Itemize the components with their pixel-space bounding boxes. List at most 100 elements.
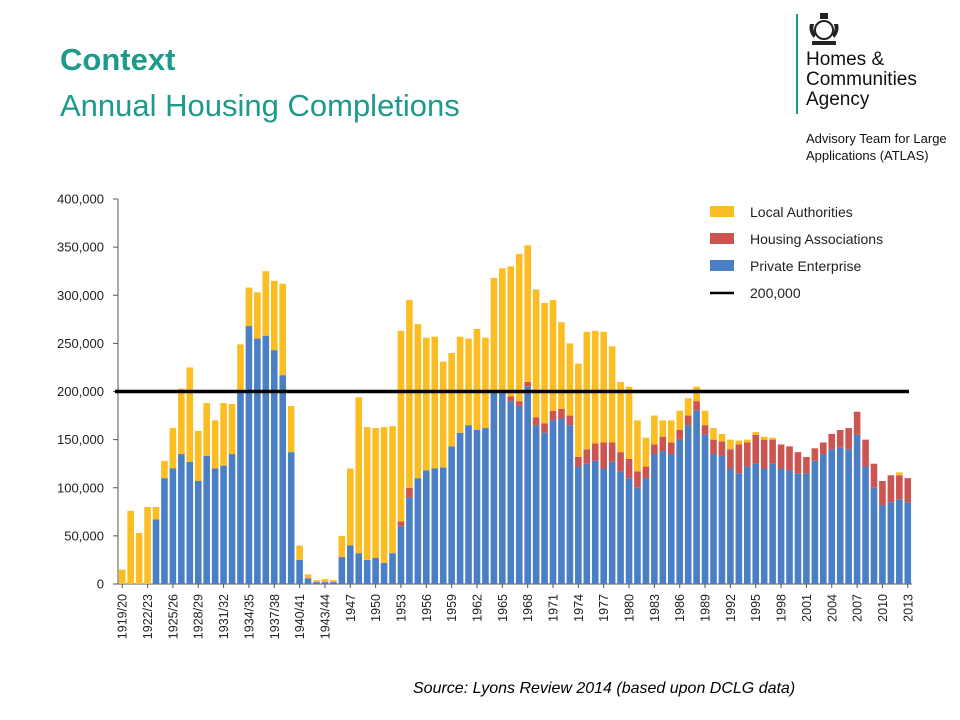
bar-segment (346, 545, 354, 584)
bar-segment (363, 559, 371, 584)
bar-segment (727, 449, 734, 469)
bar-segment (431, 468, 439, 584)
bar-segment (659, 420, 667, 437)
bar-segment (507, 396, 515, 402)
x-tick-label: 1980 (623, 594, 637, 622)
bar-segment (524, 386, 531, 584)
bar-segment (575, 363, 582, 457)
bar-segment (777, 468, 785, 584)
bar-segment (532, 425, 540, 584)
x-tick-label: 2010 (876, 594, 890, 622)
bar-segment (237, 392, 244, 584)
bar-segment (490, 277, 498, 392)
bar-segment (330, 582, 337, 584)
bar-segment (684, 398, 692, 416)
x-tick-label: 1983 (648, 594, 662, 622)
bar-segment (245, 326, 253, 584)
bar-segment (718, 433, 726, 442)
bar-segment (904, 502, 912, 584)
bar-segment (701, 410, 709, 426)
bar-segment (777, 444, 785, 469)
x-tick-label: 1974 (572, 594, 586, 622)
bar-segment (608, 346, 616, 443)
bar-segment (254, 292, 261, 339)
bar-segment (363, 427, 371, 560)
x-tick-label: 1925/26 (166, 594, 180, 639)
bar-segment (659, 451, 667, 584)
bar-segment (532, 417, 540, 426)
bar-segment (735, 440, 743, 445)
bar-segment (406, 497, 413, 585)
x-tick-label: 1934/35 (242, 594, 256, 639)
bar-segment (879, 505, 886, 584)
bar-segment (591, 460, 599, 584)
bar-segment (701, 434, 709, 584)
bar-segment (245, 287, 253, 327)
bar-segment (870, 487, 878, 584)
bar-segment (541, 423, 548, 433)
bar-segment (676, 410, 684, 430)
bar-segment (169, 428, 177, 469)
x-tick-label: 1968 (521, 594, 535, 622)
bar-segment (575, 456, 582, 467)
bar-segment (186, 461, 194, 584)
bar-segment (642, 437, 650, 467)
bar-segment (254, 338, 261, 584)
bar-segment (228, 454, 236, 584)
bar-segment (439, 361, 447, 468)
bar-segment (836, 447, 844, 584)
bar-segment (904, 478, 912, 503)
x-tick-label: 2001 (800, 594, 814, 622)
bar-segment (194, 481, 202, 584)
bar-segment (152, 519, 160, 584)
bar-segment (549, 420, 557, 585)
x-tick-label: 1986 (673, 594, 687, 622)
bar-segment (752, 431, 760, 435)
bar-segment (194, 430, 202, 482)
bar-segment (186, 367, 194, 462)
bar-segment (583, 463, 591, 584)
bar-segment (845, 428, 852, 450)
bar-segment (414, 478, 422, 585)
bar-segment (211, 468, 219, 584)
bar-segment (338, 535, 346, 558)
x-tick-label: 1953 (394, 594, 408, 622)
bar-segment (389, 426, 396, 554)
bar-segment (735, 473, 743, 584)
x-tick-label: 1962 (470, 594, 484, 622)
x-tick-label: 1940/41 (293, 594, 307, 639)
bar-segment (769, 463, 776, 584)
bar-segment (684, 425, 692, 584)
bar-segment (178, 388, 185, 455)
bar-segment (566, 425, 574, 584)
bar-segment (439, 467, 447, 584)
x-tick-label: 1931/32 (217, 594, 231, 639)
bar-segment (203, 403, 210, 456)
bar-segment (752, 463, 760, 584)
bar-segment (879, 481, 886, 506)
bar-segment (693, 386, 700, 402)
bar-segment (651, 454, 658, 584)
bar-segment (287, 452, 295, 584)
bar-segment (828, 433, 836, 450)
logo-org-name: Homes & Communities Agency (806, 49, 917, 110)
bar-segment (549, 410, 557, 421)
y-tick-label: 150,000 (57, 432, 104, 447)
bar-segment (625, 478, 633, 585)
bar-segment (710, 439, 717, 455)
bar-segment (228, 404, 236, 455)
y-tick-label: 100,000 (57, 480, 104, 495)
x-tick-label: 1922/23 (141, 594, 155, 639)
bar-segment (524, 245, 531, 382)
bar-segment (372, 558, 379, 584)
bar-segment (482, 337, 489, 429)
bar-segment (820, 442, 827, 455)
bar-segment (617, 381, 624, 453)
bar-segment (760, 436, 768, 440)
bar-segment (803, 456, 810, 474)
bar-segment (625, 458, 633, 479)
bar-segment (296, 559, 303, 584)
bar-segment (473, 328, 481, 430)
bar-segment (887, 475, 895, 503)
y-tick-label: 0 (97, 577, 104, 592)
